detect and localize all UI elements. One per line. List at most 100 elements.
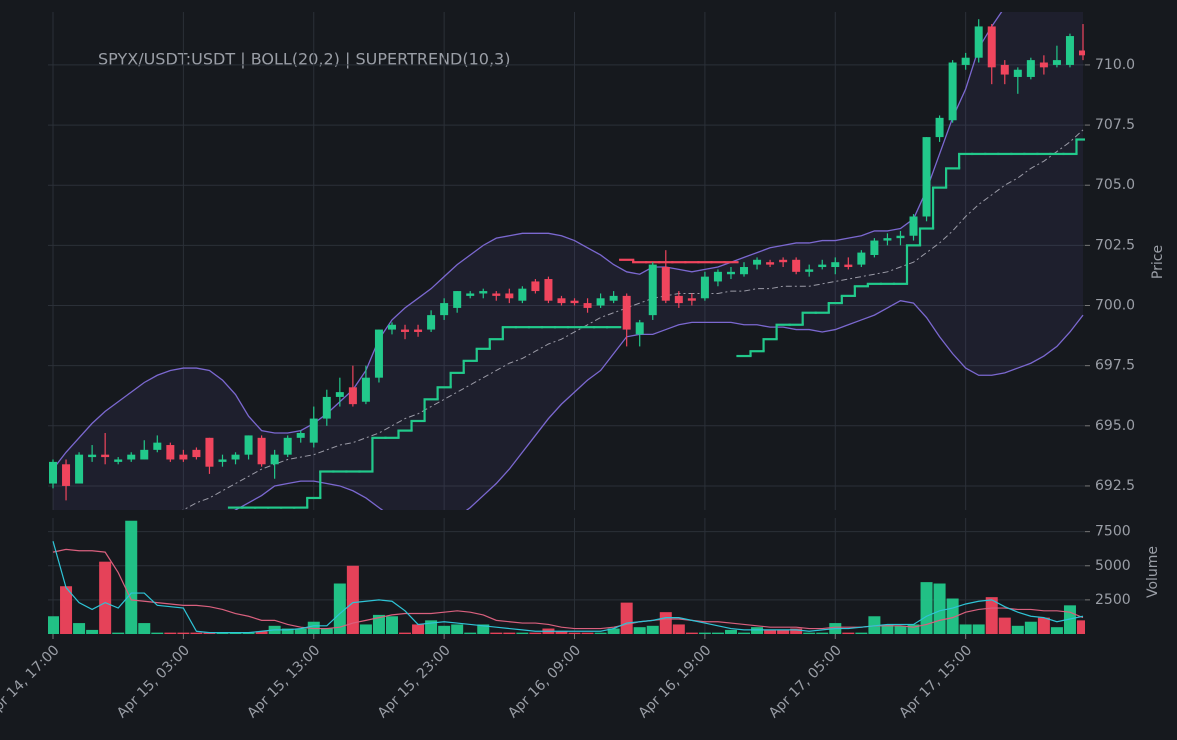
chart-title: SPYX/USDT:USDT | BOLL(20,2) | SUPERTREND…: [98, 50, 510, 69]
candle-body: [88, 454, 97, 458]
volume-bar: [568, 632, 581, 634]
bollinger-lower: [234, 300, 1084, 510]
volume-bar: [868, 616, 881, 634]
volume-bar: [255, 631, 268, 634]
candle-body: [648, 264, 657, 316]
volume-bar: [294, 628, 307, 634]
volume-bar: [1037, 617, 1050, 634]
candle-body: [844, 264, 853, 268]
volume-bar: [685, 632, 698, 634]
volume-bar: [581, 632, 594, 634]
candle-body: [818, 264, 827, 268]
volume-bar: [933, 583, 946, 634]
y-tick-label: 692.5: [1095, 478, 1135, 494]
y-tick-label: 697.5: [1095, 358, 1135, 374]
candle-body: [531, 281, 540, 292]
candle-body: [283, 437, 292, 455]
candle-body: [49, 461, 57, 484]
candle-body: [896, 235, 905, 239]
volume-bar: [555, 631, 568, 634]
candle-body: [270, 454, 279, 465]
candle-body: [153, 442, 162, 450]
candle-body: [609, 295, 618, 301]
volume-bar: [1050, 627, 1063, 634]
volume-bar: [659, 612, 672, 634]
volume-bar: [48, 616, 59, 634]
candle-body: [1065, 36, 1074, 65]
volume-axis-label: Volume: [1145, 546, 1161, 598]
volume-bar: [972, 624, 985, 634]
volume-bar: [529, 632, 542, 634]
candle-body: [218, 459, 227, 462]
volume-bar: [803, 632, 816, 634]
volume-bar: [60, 586, 73, 634]
bollinger-mid: [181, 129, 1084, 510]
volume-bar: [711, 632, 724, 634]
candle-body: [661, 267, 670, 301]
candle-body: [414, 329, 423, 332]
candle-body: [583, 303, 592, 308]
volume-bar: [620, 602, 633, 634]
volume-bar: [216, 632, 229, 634]
candle-body: [700, 276, 709, 299]
y-tick-label: 5000: [1095, 558, 1131, 574]
volume-bar: [346, 565, 359, 634]
y-tick-label: 702.5: [1095, 237, 1135, 253]
candle-body: [231, 454, 240, 460]
candle-body: [1079, 50, 1085, 56]
candle-body: [387, 324, 396, 330]
candle-body: [544, 279, 553, 301]
volume-bar: [881, 624, 894, 634]
volume-ma: [52, 548, 1084, 630]
candle-body: [322, 396, 331, 419]
candle-body: [179, 454, 188, 460]
volume-bar: [855, 632, 868, 634]
volume-bar: [516, 632, 529, 634]
volume-bar: [242, 632, 255, 634]
candle-body: [635, 322, 644, 335]
candle-body: [257, 437, 266, 465]
volume-bar: [320, 628, 333, 634]
volume-bar: [333, 583, 346, 634]
candle-body: [192, 449, 201, 458]
candle-body: [62, 464, 71, 486]
candle-body: [518, 288, 527, 301]
candle-body: [479, 291, 488, 294]
candle-body: [674, 295, 683, 304]
volume-bar: [698, 632, 711, 634]
candle-body: [205, 437, 214, 467]
volume-bar: [464, 632, 477, 634]
volume-bar: [1024, 621, 1037, 634]
candle-body: [883, 238, 892, 241]
candle-body: [427, 315, 436, 330]
y-tick-label: 2500: [1095, 592, 1131, 608]
volume-bar: [412, 624, 425, 634]
volume-bar: [633, 627, 646, 634]
volume-panel: [48, 518, 1085, 634]
candle-body: [1000, 64, 1009, 75]
volume-bar: [503, 632, 516, 634]
volume-bar: [281, 628, 294, 634]
volume-bar: [920, 582, 933, 634]
candle-body: [753, 259, 762, 265]
candle-body: [244, 435, 253, 455]
candle-body: [374, 329, 383, 378]
candle-body: [335, 392, 344, 397]
volume-bar: [73, 623, 86, 634]
candle-body: [309, 418, 318, 443]
candle-body: [726, 271, 735, 275]
volume-bar: [451, 624, 464, 634]
volume-bar: [164, 632, 177, 634]
volume-bar: [724, 629, 737, 634]
candle-body: [987, 26, 996, 68]
candle-body: [361, 377, 370, 402]
candle-body: [961, 57, 970, 65]
candle-body: [505, 293, 514, 299]
candle-body: [596, 298, 605, 306]
candle-body: [740, 267, 749, 275]
volume-bar: [438, 625, 451, 634]
volume-bar: [399, 632, 412, 634]
y-tick-label: 695.0: [1095, 418, 1135, 434]
volume-bar: [646, 625, 659, 634]
